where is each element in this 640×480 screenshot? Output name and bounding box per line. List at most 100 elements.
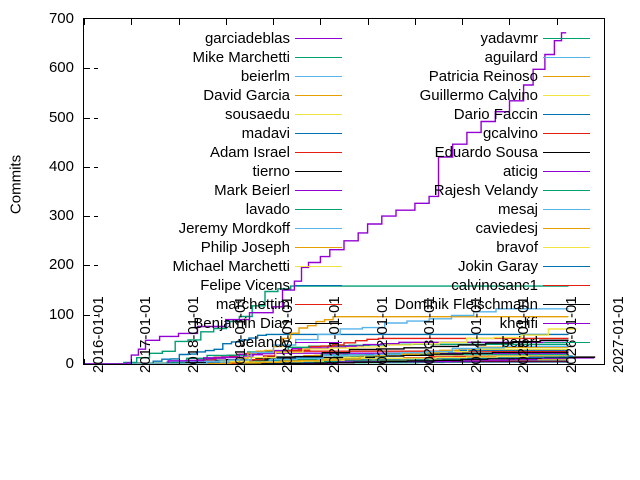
legend-item-label: tierno	[252, 163, 290, 180]
y-axis-tick-mark-inner	[94, 265, 98, 267]
y-axis-tick-mark	[84, 314, 90, 316]
legend-color-swatch	[543, 266, 590, 267]
legend-item[interactable]: Mark Beierl	[0, 181, 342, 200]
series-line	[84, 285, 569, 364]
x-axis-tick-mark	[84, 359, 85, 365]
legend-item-label: khelifi	[499, 315, 538, 332]
x-axis-tick-mark-top	[462, 19, 464, 25]
legend-color-swatch	[295, 247, 342, 248]
y-axis-tick-mark-inner	[94, 216, 98, 218]
legend-item[interactable]: calvinosanc1	[248, 276, 590, 295]
x-axis-tick-mark	[225, 359, 227, 365]
legend-item[interactable]: mesaj	[248, 200, 590, 219]
y-axis-tick-mark-inner	[94, 314, 98, 316]
legend-item-label: madavi	[241, 125, 290, 142]
legend-item[interactable]: khelifi	[248, 314, 590, 333]
legend-color-swatch	[295, 323, 342, 324]
legend-color-swatch	[295, 133, 342, 134]
legend-item[interactable]: gcalvino	[248, 124, 590, 143]
legend-item-label: caviedesj	[475, 220, 538, 237]
legend-item-label: Adam Israel	[209, 144, 290, 161]
series-line	[84, 308, 569, 364]
legend-color-swatch	[295, 171, 342, 172]
legend-item[interactable]: aguilard	[248, 48, 590, 67]
x-axis-tick-mark-top	[178, 19, 180, 25]
legend-item[interactable]: bravof	[248, 238, 590, 257]
legend-item-label: lavado	[245, 201, 290, 218]
legend-color-swatch	[295, 266, 342, 267]
legend-item[interactable]: Patricia Reinoso	[248, 67, 590, 86]
legend-item[interactable]: Jokin Garay	[248, 257, 590, 276]
legend-color-swatch	[543, 95, 590, 96]
legend-item[interactable]: yadavmr	[248, 29, 590, 48]
legend-item[interactable]: Felipe Vicens	[0, 276, 342, 295]
legend-color-swatch	[543, 285, 590, 286]
y-axis-tick-mark	[84, 117, 90, 119]
x-axis-tick-mark-top	[556, 19, 558, 25]
legend-item[interactable]: velandy	[0, 333, 342, 352]
x-axis-tick-mark-top	[414, 19, 416, 25]
legend-color-swatch	[295, 342, 342, 343]
x-axis-tick-mark	[131, 359, 133, 365]
plot-area	[83, 18, 605, 365]
legend-color-swatch	[543, 304, 590, 305]
legend-item-label: Dominik Fleischmann	[394, 296, 538, 313]
legend-item[interactable]: lavado	[0, 200, 342, 219]
legend-item[interactable]: beierl	[248, 333, 590, 352]
legend-item[interactable]: Benjamin Diaz	[0, 314, 342, 333]
legend-item[interactable]: Michael Marchetti	[0, 257, 342, 276]
x-axis-tick-mark	[178, 359, 180, 365]
x-axis-tick-mark	[462, 359, 464, 365]
legend-item[interactable]: marchettim	[0, 295, 342, 314]
legend-item[interactable]: David Garcia	[0, 86, 342, 105]
legend-item[interactable]: Jeremy Mordkoff	[0, 219, 342, 238]
x-axis-tick-mark	[273, 359, 275, 365]
legend-color-swatch	[295, 57, 342, 58]
legend-item[interactable]: aticig	[248, 162, 590, 181]
y-axis-tick-label: 700	[48, 10, 74, 27]
legend-item[interactable]: caviedesj	[248, 219, 590, 238]
legend-item[interactable]: beierlm	[0, 67, 342, 86]
legend-color-swatch	[295, 95, 342, 96]
x-axis-tick-mark-top	[273, 19, 275, 25]
series-line-main	[84, 32, 567, 364]
legend-item[interactable]: tierno	[0, 162, 342, 181]
series-line	[84, 341, 569, 364]
legend-color-swatch	[543, 76, 590, 77]
x-axis-tick-mark	[414, 359, 416, 365]
legend-item[interactable]: Dario Faccin	[248, 105, 590, 124]
y-axis-tick-mark	[84, 166, 90, 168]
legend-item[interactable]: Eduardo Sousa	[248, 143, 590, 162]
x-axis-tick-mark-top	[604, 19, 605, 25]
legend-item[interactable]: Dominik Fleischmann	[248, 295, 590, 314]
legend-color-swatch	[295, 190, 342, 191]
legend-item-label: Rajesh Velandy	[433, 182, 538, 199]
x-axis-tick-label: 2027-01-01	[610, 296, 627, 373]
legend-color-swatch	[295, 38, 342, 39]
legend-item-label: Dario Faccin	[453, 106, 538, 123]
x-axis-tick-mark-top	[367, 19, 369, 25]
legend-item-label: gcalvino	[482, 125, 538, 142]
x-axis-tick-mark-top	[84, 19, 85, 25]
legend-item-label: aticig	[502, 163, 538, 180]
legend-color-swatch	[543, 114, 590, 115]
legend-item[interactable]: Philip Joseph	[0, 238, 342, 257]
y-axis-tick-label: 200	[48, 256, 74, 274]
legend-color-swatch	[543, 323, 590, 324]
legend-color-swatch	[543, 38, 590, 39]
legend-item[interactable]: Rajesh Velandy	[248, 181, 590, 200]
legend-item[interactable]: Guillermo Calvino	[248, 86, 590, 105]
legend-item[interactable]: sousaedu	[0, 105, 342, 124]
x-axis-tick-mark	[604, 359, 605, 365]
y-axis-tick-mark	[84, 265, 90, 267]
legend-item[interactable]: Adam Israel	[0, 143, 342, 162]
legend-item-label: David Garcia	[203, 87, 290, 104]
legend-item[interactable]: madavi	[0, 124, 342, 143]
legend-item-label: Jokin Garay	[457, 258, 538, 275]
legend-item-label: Guillermo Calvino	[419, 87, 538, 104]
legend-item[interactable]: Mike Marchetti	[0, 48, 342, 67]
series-lines	[84, 32, 596, 364]
x-axis-tick-mark	[556, 359, 558, 365]
legend-item[interactable]: garciadeblas	[0, 29, 342, 48]
